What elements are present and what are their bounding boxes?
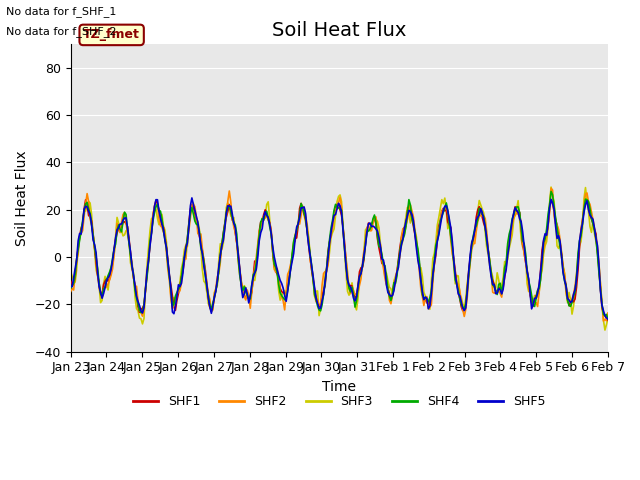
- X-axis label: Time: Time: [323, 380, 356, 394]
- SHF5: [604, 316, 612, 322]
- Y-axis label: Soil Heat Flux: Soil Heat Flux: [15, 150, 29, 246]
- Text: No data for f_SHF_2: No data for f_SHF_2: [6, 25, 117, 36]
- SHF5: [228, 211, 236, 217]
- SHF1: [134, 304, 142, 310]
- SHF4: [302, 215, 310, 221]
- SHF5: [575, 238, 583, 244]
- SHF1: [82, 197, 90, 203]
- SHF3: [604, 315, 612, 321]
- SHF4: [132, 295, 140, 301]
- Line: SHF3: SHF3: [70, 187, 608, 330]
- Line: SHF4: SHF4: [70, 192, 608, 319]
- SHF5: [132, 293, 140, 299]
- SHF2: [227, 199, 235, 205]
- SHF2: [575, 240, 583, 246]
- SHF4: [575, 238, 583, 244]
- SHF2: [600, 318, 607, 324]
- SHF1: [246, 296, 254, 301]
- SHF4: [254, 246, 262, 252]
- SHF4: [245, 296, 253, 301]
- SHF1: [604, 317, 612, 323]
- Title: Soil Heat Flux: Soil Heat Flux: [272, 21, 406, 40]
- SHF3: [254, 246, 262, 252]
- SHF3: [601, 327, 609, 333]
- SHF5: [255, 238, 263, 244]
- SHF2: [254, 241, 262, 247]
- SHF2: [67, 289, 74, 295]
- SHF4: [604, 316, 612, 322]
- SHF2: [604, 310, 612, 316]
- Text: No data for f_SHF_1: No data for f_SHF_1: [6, 6, 116, 17]
- SHF1: [575, 245, 583, 251]
- Line: SHF1: SHF1: [70, 200, 608, 320]
- SHF4: [67, 286, 74, 291]
- Line: SHF2: SHF2: [70, 188, 608, 321]
- SHF3: [132, 306, 140, 312]
- SHF5: [67, 284, 74, 289]
- SHF3: [245, 294, 253, 300]
- SHF2: [132, 283, 140, 289]
- SHF1: [255, 228, 263, 234]
- SHF2: [547, 185, 555, 191]
- Legend: SHF1, SHF2, SHF3, SHF4, SHF5: SHF1, SHF2, SHF3, SHF4, SHF5: [128, 390, 550, 413]
- SHF3: [547, 184, 555, 190]
- SHF3: [67, 269, 74, 275]
- SHF5: [188, 195, 196, 201]
- SHF1: [67, 278, 74, 284]
- SHF5: [246, 293, 254, 299]
- SHF3: [302, 219, 310, 225]
- SHF3: [227, 213, 235, 219]
- SHF2: [245, 293, 253, 299]
- SHF4: [547, 189, 555, 194]
- SHF3: [575, 243, 583, 249]
- SHF1: [228, 217, 236, 223]
- SHF1: [303, 227, 311, 232]
- SHF2: [302, 213, 310, 219]
- SHF5: [303, 229, 311, 235]
- Text: TZ_fmet: TZ_fmet: [83, 28, 140, 41]
- Line: SHF5: SHF5: [70, 198, 608, 319]
- SHF4: [227, 208, 235, 214]
